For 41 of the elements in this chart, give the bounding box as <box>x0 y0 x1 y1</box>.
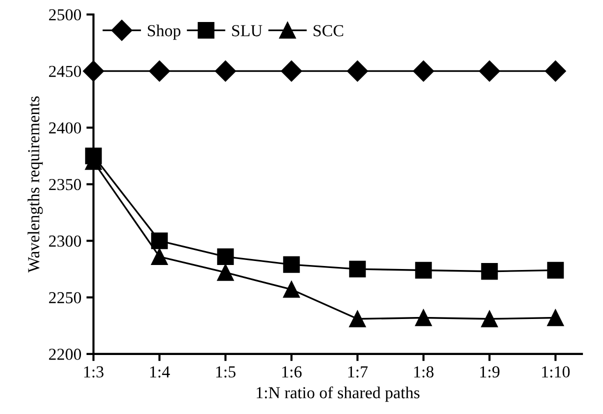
point <box>283 256 300 273</box>
point <box>412 60 434 82</box>
x-tick-label: 1:6 <box>282 366 302 378</box>
point <box>217 264 234 281</box>
y-axis-title: Wavelengths requirements <box>28 96 43 273</box>
legend-label: SLU <box>232 25 262 36</box>
point <box>346 60 368 82</box>
point <box>280 60 302 82</box>
point <box>349 260 366 278</box>
x-tick-label: 1:8 <box>414 366 434 378</box>
x-tick-label: 1:5 <box>216 366 236 378</box>
point <box>478 60 500 82</box>
y-tick-label: 2300 <box>49 236 82 247</box>
x-tick-label: 1:4 <box>150 366 170 378</box>
point <box>415 262 432 279</box>
y-tick-label: 2400 <box>49 122 82 134</box>
y-tick-label: 2200 <box>49 348 82 360</box>
y-tick-label: 2500 <box>49 9 82 20</box>
point <box>415 309 432 326</box>
point <box>148 60 170 82</box>
point <box>547 309 564 326</box>
point <box>544 60 566 82</box>
point <box>349 310 366 328</box>
point <box>151 232 168 250</box>
x-tick-label: 1:7 <box>348 366 368 378</box>
x-axis-title: 1:N ratio of shared paths <box>256 386 420 402</box>
point <box>217 248 234 265</box>
legend-label: SCC <box>314 25 344 36</box>
y-tick-label: 2250 <box>49 292 82 304</box>
point <box>481 310 498 328</box>
x-tick-label: 1:9 <box>480 366 500 378</box>
x-tick-label: 1:3 <box>84 366 104 378</box>
point <box>214 60 236 82</box>
point <box>547 262 564 279</box>
x-tick-label: 1:10 <box>542 366 570 378</box>
point <box>481 263 498 280</box>
point <box>151 248 168 265</box>
point <box>283 281 300 298</box>
y-tick-label: 2350 <box>49 178 82 190</box>
legend-label: Shop <box>148 24 180 40</box>
y-tick-label: 2450 <box>49 66 82 78</box>
